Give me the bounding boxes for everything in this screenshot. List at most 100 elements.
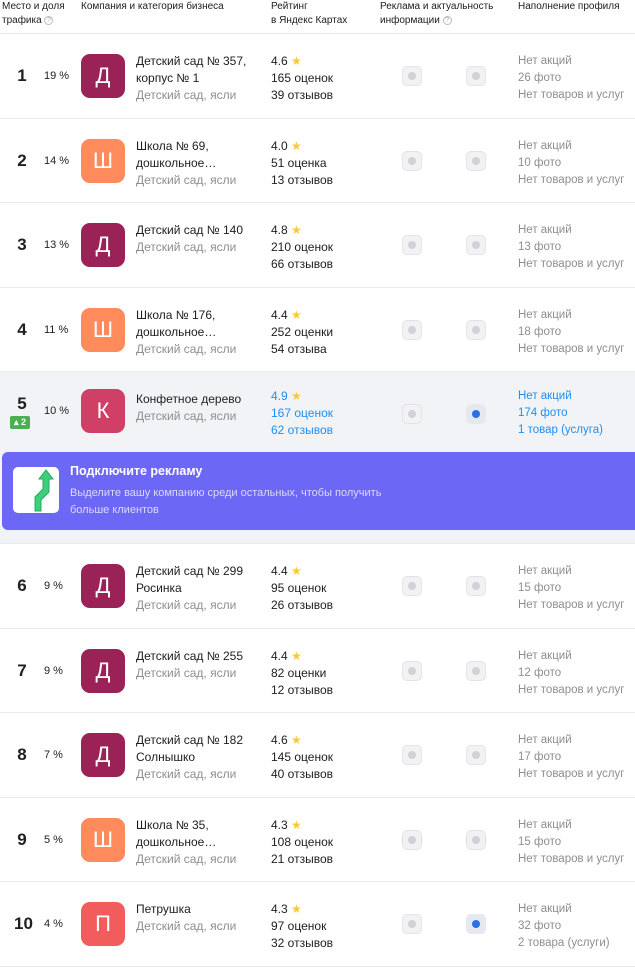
table-row[interactable]: 2 14 % Ш Школа № 69, дошкольное… Детский … [0,119,635,203]
star-icon: ★ [291,817,302,832]
banner-text: Выделите вашу компанию среди остальных, … [70,487,382,516]
verified-check-icon[interactable] [466,404,486,424]
header-ads: Реклама и актуальность информации ? [380,1,494,26]
company-logo[interactable]: Д [81,648,125,693]
company-category: Детский сад, ясли [136,851,237,866]
company-name[interactable]: Школа № 176, дошкольное… Детский сад, ясл… [136,307,256,358]
rating: 4.9 ★ 167 оценок 62 отзывов [271,389,334,437]
ad-status-icon[interactable] [402,150,422,171]
verified-check-icon[interactable] [466,829,486,850]
company-logo[interactable]: Ш [81,138,125,183]
place: 7 [17,660,27,680]
verified-check-icon[interactable] [466,576,486,596]
ad-status-icon[interactable] [402,235,422,255]
company-logo[interactable]: Ш [81,307,125,352]
rating: 4.3 ★ 108 оценок 21 отзывов [271,817,334,866]
rating: 4.8 ★ 210 оценок 66 отзывов [271,223,334,271]
profile-fill: Нет акций 26 фото Нет товаров и услуг [518,55,625,101]
ad-status-icon[interactable] [402,66,422,86]
star-icon: ★ [291,733,302,747]
rating: 4.4 ★ 252 оценки 54 отзыва [271,307,334,356]
ad-status-icon[interactable] [402,745,422,765]
table-row[interactable]: 9 5 % Ш Школа № 35, дошкольное… Детский с… [0,798,635,882]
ad-status-icon[interactable] [402,404,422,424]
company-name[interactable]: Детский сад № 140 Детский сад, ясли [136,222,256,256]
traffic-share: 19 % [44,70,70,82]
place: 6 [17,576,27,595]
verified-check-icon[interactable] [466,150,486,171]
help-icon[interactable]: ? [442,15,452,25]
profile-fill: Нет акций 15 фото Нет товаров и услуг [518,565,625,611]
star-icon: ★ [291,648,302,663]
company-logo[interactable]: Д [81,223,125,267]
position-change-badge: ▴ 2 [10,416,31,429]
banner-title: Подключите рекламу [70,464,203,478]
ad-status-icon[interactable] [402,829,422,850]
table-row[interactable]: 7 9 % Д Детский сад № 255 Детский сад, яс… [0,629,635,713]
company-name[interactable]: Школа № 35, дошкольное… Детский сад, ясли [136,817,256,868]
place: 9 [17,829,27,849]
header-place: Место и доля трафика ? [2,1,65,26]
company-category: Детский сад, ясли [136,665,237,680]
star-icon: ★ [291,307,302,322]
star-icon: ★ [291,564,302,578]
place: 10 [14,914,33,933]
place: 5 [17,394,27,413]
profile-fill: Нет акций 13 фото Нет товаров и услуг [518,224,625,270]
company-logo[interactable]: К [81,389,125,433]
verified-check-icon[interactable] [466,235,486,255]
company-category: Детский сад, ясли [136,88,237,102]
star-icon: ★ [291,138,302,153]
rating: 4.0 ★ 51 оценка 13 отзывов [271,138,334,187]
rating: 4.4 ★ 95 оценок 26 отзывов [271,564,334,612]
company-logo[interactable]: Ш [81,817,125,862]
company-name[interactable]: Конфетное дерево Детский сад, ясли [136,391,256,425]
company-category: Детский сад, ясли [136,767,237,781]
header-fill: Наполнение профиля [518,1,620,12]
rating: 4.4 ★ 82 оценки 12 отзывов [271,648,334,697]
company-category: Детский сад, ясли [136,919,237,933]
traffic-share: 4 % [44,918,63,930]
verified-check-icon[interactable] [466,745,486,765]
company-name[interactable]: Детский сад № 255 Детский сад, ясли [136,648,256,682]
table-row[interactable]: 8 7 % Д Детский сад № 182 Солнышко Детски… [0,713,635,798]
verified-check-icon[interactable] [466,660,486,681]
ad-status-icon[interactable] [402,576,422,596]
profile-fill: Нет акций 10 фото Нет товаров и услуг [518,139,625,186]
help-icon[interactable]: ? [44,15,54,25]
company-logo[interactable]: Д [81,564,125,608]
verified-check-icon[interactable] [466,319,486,340]
table-row[interactable]: 4 11 % Ш Школа № 176, дошкольное… Детский… [0,288,635,372]
table-row[interactable]: 10 4 % П Петрушка Детский сад, ясли 4.3 ★… [0,882,635,967]
ad-status-icon[interactable] [402,914,422,934]
company-category: Детский сад, ясли [136,341,237,356]
verified-check-icon[interactable] [466,914,486,934]
company-category: Детский сад, ясли [136,240,237,254]
ad-banner[interactable]: Подключите рекламу Выделите вашу компани… [2,452,635,530]
profile-fill: Нет акций 32 фото 2 товара (услуги) [518,903,610,949]
company-logo[interactable]: П [81,902,125,946]
company-logo[interactable]: Д [81,54,125,98]
table-row[interactable]: 1 19 % Д Детский сад № 357, корпус № 1 Де… [0,34,635,119]
table-row[interactable]: 5 ▴ 2 10 % К Конфетное дерево Детский сад… [0,372,635,452]
table-header: Место и доля трафика ? Компания и категор… [0,0,635,34]
table-row[interactable]: 3 13 % Д Детский сад № 140 Детский сад, я… [0,203,635,288]
company-name[interactable]: Детский сад № 357, корпус № 1 Детский сад… [136,53,256,104]
header-rating: Рейтинг в Яндекс Картах [271,1,348,26]
star-icon: ★ [291,223,302,237]
star-icon: ★ [291,54,302,68]
profile-fill: Нет акций 12 фото Нет товаров и услуг [518,649,625,696]
company-name[interactable]: Школа № 69, дошкольное… Детский сад, ясли [136,138,256,189]
traffic-share: 10 % [44,405,70,417]
company-name[interactable]: Детский сад № 182 Солнышко Детский сад, я… [136,732,256,783]
verified-check-icon[interactable] [466,66,486,86]
star-icon: ★ [291,902,302,916]
table-row[interactable]: 6 9 % Д Детский сад № 299 Росинка Детский… [0,544,635,629]
company-name[interactable]: Детский сад № 299 Росинка Детский сад, яс… [136,563,256,614]
ad-status-icon[interactable] [402,319,422,340]
company-logo[interactable]: Д [81,733,125,777]
company-name[interactable]: Петрушка Детский сад, ясли [136,901,256,935]
place: 8 [17,745,27,764]
traffic-share: 14 % [44,154,70,167]
ad-status-icon[interactable] [402,660,422,681]
